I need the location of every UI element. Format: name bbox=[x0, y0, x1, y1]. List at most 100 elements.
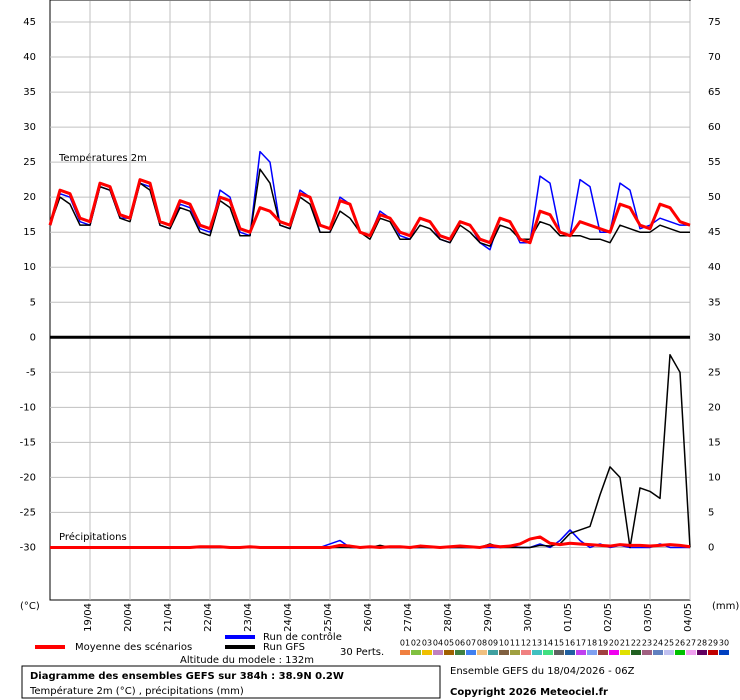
perturbation-swatch bbox=[499, 650, 509, 655]
x-tick-label: 26/04 bbox=[363, 603, 374, 632]
perturbation-name: 30 bbox=[719, 639, 729, 648]
x-tick-label: 01/05 bbox=[563, 603, 574, 632]
y-tick-label: -5 bbox=[26, 367, 36, 378]
y2-tick-label: 10 bbox=[708, 472, 721, 483]
y-tick-label: 35 bbox=[23, 87, 36, 98]
perturbation-name: 18 bbox=[587, 639, 597, 648]
y2-tick-label: 50 bbox=[708, 192, 721, 203]
perturbation-name: 09 bbox=[488, 639, 498, 648]
legend-label: Run de contrôle bbox=[263, 631, 342, 643]
y2-tick-label: 65 bbox=[708, 87, 721, 98]
x-tick-label: 28/04 bbox=[443, 603, 454, 632]
y-tick-label: 0 bbox=[30, 332, 36, 343]
y2-tick-label: 60 bbox=[708, 122, 721, 133]
perturbation-name: 01 bbox=[400, 639, 410, 648]
perturbation-swatch bbox=[686, 650, 696, 655]
perturbation-name: 20 bbox=[609, 639, 619, 648]
perturbation-swatch bbox=[576, 650, 586, 655]
perturbation-name: 19 bbox=[598, 639, 608, 648]
x-tick-label: 30/04 bbox=[523, 603, 534, 632]
perturbation-name: 12 bbox=[521, 639, 531, 648]
y2-tick-label: 30 bbox=[708, 332, 721, 343]
perturbation-swatch bbox=[609, 650, 619, 655]
altitude: Altitude du modele : 132m bbox=[180, 655, 314, 666]
x-tick-label: 02/05 bbox=[603, 603, 614, 632]
perturbation-name: 24 bbox=[653, 639, 663, 648]
perturbation-swatch bbox=[411, 650, 421, 655]
x-tick-label: 21/04 bbox=[163, 603, 174, 632]
chart-title: Diagramme des ensembles GEFS sur 384h : … bbox=[30, 671, 344, 682]
y2-tick-label: 40 bbox=[708, 262, 721, 273]
perturbation-swatch bbox=[587, 650, 597, 655]
perturbation-swatch bbox=[642, 650, 652, 655]
perturbation-swatch bbox=[488, 650, 498, 655]
y-tick-label: 40 bbox=[23, 52, 36, 63]
perturbation-name: 28 bbox=[697, 639, 707, 648]
perturbation-name: 26 bbox=[675, 639, 685, 648]
y2-tick-label: 25 bbox=[708, 367, 721, 378]
y-tick-label: 10 bbox=[23, 262, 36, 273]
precipitation-line bbox=[50, 535, 691, 549]
y2-tick-label: 35 bbox=[708, 297, 721, 308]
y-tick-label: 25 bbox=[23, 157, 36, 168]
y-tick-label: 45 bbox=[23, 17, 36, 28]
perturbation-swatch bbox=[422, 650, 432, 655]
perturbation-swatch bbox=[444, 650, 454, 655]
y2-tick-label: 45 bbox=[708, 227, 721, 238]
y-tick-label: 15 bbox=[23, 227, 36, 238]
y-tick-label: 20 bbox=[23, 192, 36, 203]
chart-subtitle: Température 2m (°C) , précipitations (mm… bbox=[29, 685, 244, 697]
perturbation-name: 17 bbox=[576, 639, 586, 648]
y-tick-label: 30 bbox=[23, 122, 36, 133]
y-tick-label: 5 bbox=[30, 297, 36, 308]
y2-tick-label: 15 bbox=[708, 437, 721, 448]
perturbation-swatch bbox=[433, 650, 443, 655]
y2-tick-label: 5 bbox=[708, 507, 714, 518]
perturbation-name: 08 bbox=[477, 639, 487, 648]
x-tick-label: 04/05 bbox=[683, 603, 694, 632]
x-tick-label: 23/04 bbox=[243, 603, 254, 632]
perturbation-swatch bbox=[675, 650, 685, 655]
run-info: Ensemble GEFS du 18/04/2026 - 06Z bbox=[450, 666, 635, 677]
perturbation-name: 23 bbox=[642, 639, 652, 648]
perturbation-name: 27 bbox=[686, 639, 696, 648]
x-tick-label: 27/04 bbox=[403, 603, 414, 632]
y2-tick-label: 70 bbox=[708, 52, 721, 63]
title-box bbox=[21, 665, 441, 699]
perturbation-name: 05 bbox=[444, 639, 454, 648]
perturbation-name: 07 bbox=[466, 639, 476, 648]
x-tick-label: 19/04 bbox=[83, 603, 94, 632]
perturbation-swatch bbox=[708, 650, 718, 655]
perturbation-name: 14 bbox=[543, 639, 553, 648]
perturbation-swatch bbox=[719, 650, 729, 655]
temperature-line bbox=[48, 178, 691, 245]
perturbation-name: 10 bbox=[499, 639, 509, 648]
perturbation-swatch bbox=[477, 650, 487, 655]
y2-tick-label: 55 bbox=[708, 157, 721, 168]
perturbation-swatch bbox=[598, 650, 608, 655]
y2-tick-label: 20 bbox=[708, 402, 721, 413]
x-tick-label: 25/04 bbox=[323, 603, 334, 632]
perturbation-swatch bbox=[554, 650, 564, 655]
y-tick-label: -25 bbox=[20, 507, 36, 518]
perturbation-swatch bbox=[521, 650, 531, 655]
perturbation-name: 25 bbox=[664, 639, 674, 648]
y-unit: (°C) bbox=[20, 601, 40, 612]
perturbation-name: 02 bbox=[411, 639, 421, 648]
perturbation-name: 21 bbox=[620, 639, 630, 648]
perturbation-swatch bbox=[631, 650, 641, 655]
perturbation-swatch bbox=[400, 650, 410, 655]
copyright: Copyright 2026 Meteociel.fr bbox=[450, 687, 608, 698]
legend-label: Moyenne des scénarios bbox=[75, 641, 192, 653]
perturbation-swatch bbox=[510, 650, 520, 655]
perturbation-name: 29 bbox=[708, 639, 718, 648]
perturbation-swatch bbox=[532, 650, 542, 655]
perturbations-label: 30 Perts. bbox=[340, 647, 384, 658]
y-tick-label: -20 bbox=[20, 472, 36, 483]
perturbation-swatch bbox=[455, 650, 465, 655]
perturbation-swatch bbox=[653, 650, 663, 655]
perturbation-name: 11 bbox=[510, 639, 520, 648]
perturbation-name: 04 bbox=[433, 639, 443, 648]
perturbation-name: 16 bbox=[565, 639, 575, 648]
